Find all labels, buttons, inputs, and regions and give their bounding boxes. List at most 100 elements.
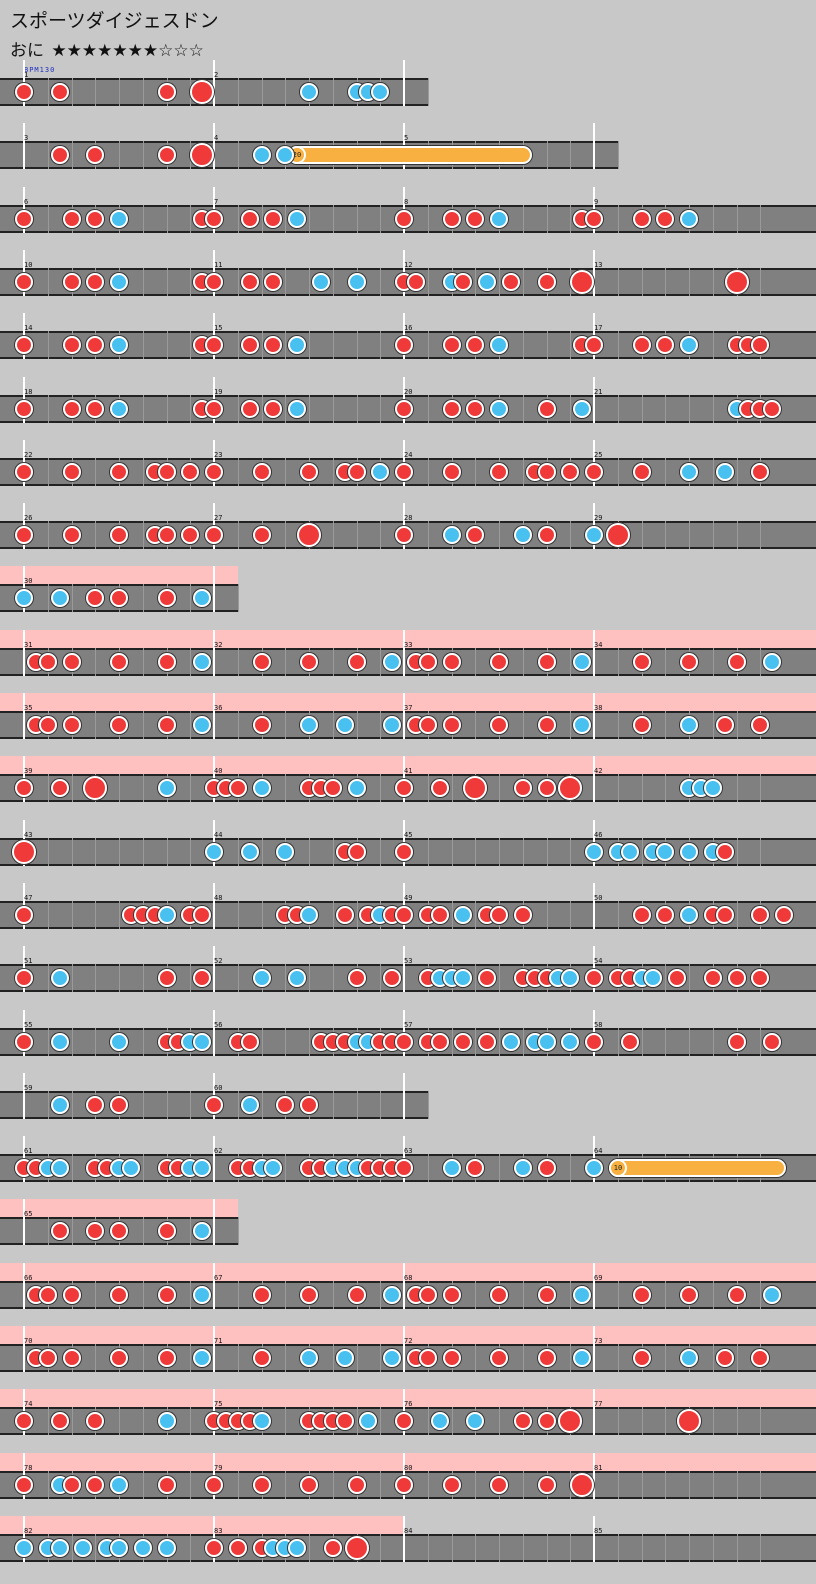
don-note bbox=[205, 273, 223, 291]
don-note bbox=[158, 1286, 176, 1304]
beat-line bbox=[238, 964, 239, 992]
gogo-time-band bbox=[0, 630, 816, 648]
ka-note bbox=[300, 83, 318, 101]
beat-line bbox=[143, 1154, 144, 1182]
don-note bbox=[538, 463, 556, 481]
beat-line bbox=[143, 964, 144, 992]
don-note bbox=[502, 273, 520, 291]
barline bbox=[213, 1136, 215, 1182]
beat-line bbox=[190, 774, 191, 802]
don-note bbox=[466, 1159, 484, 1177]
measure-number: 3 bbox=[24, 134, 29, 142]
beat-line bbox=[475, 901, 476, 929]
course-label: おに bbox=[10, 41, 44, 61]
ka-note bbox=[443, 526, 461, 544]
measure-number: 64 bbox=[594, 1147, 603, 1155]
measure-number: 43 bbox=[24, 831, 33, 839]
don-note bbox=[51, 1412, 69, 1430]
gogo-time-band bbox=[0, 1326, 816, 1344]
barline bbox=[593, 1326, 595, 1372]
gogo-time-band bbox=[0, 1389, 816, 1407]
big-don-note bbox=[725, 270, 749, 294]
beat-line bbox=[760, 268, 761, 296]
don-note bbox=[431, 779, 449, 797]
beat-line bbox=[475, 648, 476, 676]
beat-line bbox=[143, 395, 144, 423]
beat-line bbox=[428, 1534, 429, 1562]
chart-row: 30 bbox=[0, 566, 239, 616]
beat-line bbox=[475, 838, 476, 866]
don-note bbox=[63, 400, 81, 418]
beat-line bbox=[428, 205, 429, 233]
beat-line bbox=[713, 1344, 714, 1372]
barline bbox=[593, 1263, 595, 1309]
beat-line bbox=[333, 711, 334, 739]
barline bbox=[213, 693, 215, 739]
ka-note bbox=[680, 463, 698, 481]
beat-line bbox=[760, 1534, 761, 1562]
beat-line bbox=[119, 838, 120, 866]
beat-line bbox=[238, 1217, 239, 1245]
measure-number: 52 bbox=[214, 957, 223, 965]
measure-number: 11 bbox=[214, 261, 223, 269]
don-note bbox=[229, 779, 247, 797]
chart-row: 82 83 84 85 bbox=[0, 1516, 816, 1566]
don-note bbox=[63, 716, 81, 734]
beat-line bbox=[48, 331, 49, 359]
measure-number: 70 bbox=[24, 1337, 33, 1345]
beat-line bbox=[238, 1091, 239, 1119]
measure-number: 49 bbox=[404, 894, 413, 902]
ka-note bbox=[288, 400, 306, 418]
ka-note bbox=[74, 1539, 92, 1557]
beat-line bbox=[713, 1471, 714, 1499]
barline bbox=[213, 883, 215, 929]
beat-line bbox=[713, 711, 714, 739]
ka-note bbox=[680, 1349, 698, 1367]
don-note bbox=[656, 210, 674, 228]
don-note bbox=[763, 400, 781, 418]
beat-line bbox=[380, 331, 381, 359]
don-note bbox=[63, 273, 81, 291]
don-note bbox=[443, 336, 461, 354]
don-note bbox=[751, 969, 769, 987]
ka-note bbox=[110, 1476, 128, 1494]
don-note bbox=[229, 1539, 247, 1557]
beat-line bbox=[570, 648, 571, 676]
barline bbox=[593, 1389, 595, 1435]
beat-line bbox=[618, 711, 619, 739]
beat-line bbox=[333, 648, 334, 676]
don-note bbox=[15, 400, 33, 418]
barline bbox=[593, 1453, 595, 1499]
ka-note bbox=[122, 1159, 140, 1177]
don-note bbox=[15, 336, 33, 354]
beat-line bbox=[713, 458, 714, 486]
beat-line bbox=[642, 1471, 643, 1499]
don-note bbox=[241, 336, 259, 354]
don-note bbox=[466, 400, 484, 418]
beat-line bbox=[428, 1407, 429, 1435]
beat-line bbox=[760, 1281, 761, 1309]
don-note bbox=[419, 1286, 437, 1304]
beat-line bbox=[570, 1281, 571, 1309]
don-note bbox=[443, 1286, 461, 1304]
beat-line bbox=[72, 964, 73, 992]
gogo-time-band bbox=[0, 1263, 816, 1281]
beat-line bbox=[428, 521, 429, 549]
beat-line bbox=[760, 205, 761, 233]
beat-line bbox=[48, 395, 49, 423]
don-note bbox=[633, 716, 651, 734]
barline bbox=[593, 250, 595, 296]
beat-line bbox=[523, 1028, 524, 1056]
beat-line bbox=[689, 395, 690, 423]
don-note bbox=[538, 1349, 556, 1367]
beat-line bbox=[333, 331, 334, 359]
beat-line bbox=[143, 648, 144, 676]
measure-number: 46 bbox=[594, 831, 603, 839]
barline bbox=[213, 123, 215, 169]
beat-line bbox=[570, 901, 571, 929]
big-don-note bbox=[677, 1409, 701, 1433]
big-don-note bbox=[570, 1473, 594, 1497]
ka-note bbox=[110, 1539, 128, 1557]
barline bbox=[593, 756, 595, 802]
beat-line bbox=[95, 1534, 96, 1562]
